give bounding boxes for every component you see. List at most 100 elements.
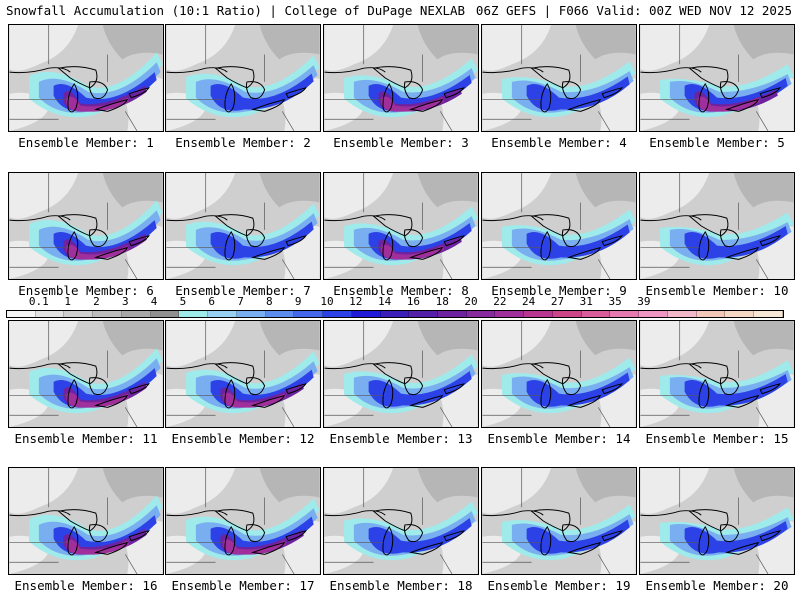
lake-erie-outline (566, 394, 601, 408)
colorbar-swatch (265, 311, 295, 317)
ensemble-panel: Ensemble Member: 5 (639, 24, 795, 150)
colorbar-tick-label: 16 (406, 295, 421, 308)
lake-erie-outline (724, 246, 759, 260)
snow-blue-area (684, 521, 788, 554)
lake-ontario-outline (759, 383, 781, 395)
lake-huron-outline (403, 377, 424, 396)
snowfall-map (165, 320, 321, 428)
us-canada-border (166, 67, 228, 74)
land-shade (482, 468, 552, 514)
state-borders (324, 321, 453, 427)
state-borders (9, 173, 138, 279)
ensemble-panel: Ensemble Member: 20 (639, 467, 795, 593)
snow-magenta-area (66, 96, 130, 112)
us-canada-border (166, 510, 228, 517)
colorbar-swatch (150, 311, 180, 317)
lake-michigan-outline (224, 525, 236, 556)
snow-blue-area (210, 369, 314, 407)
figure-title: Snowfall Accumulation (10:1 Ratio) | Col… (6, 3, 466, 18)
ensemble-panel: Ensemble Member: 17 (165, 467, 321, 593)
ensemble-panel: Ensemble Member: 4 (481, 24, 637, 150)
colorbar-swatch (380, 311, 410, 317)
ensemble-member-caption: Ensemble Member: 19 (487, 578, 631, 593)
ensemble-member-caption: Ensemble Member: 8 (333, 283, 469, 298)
lake-michigan-outline (540, 378, 552, 409)
lake-huron-outline (245, 524, 266, 543)
colorbar-tick-label: 1 (64, 295, 71, 308)
lake-ontario-outline (601, 87, 623, 99)
lake-erie-outline (93, 246, 128, 260)
snowfall-map (323, 172, 479, 280)
us-canada-border (640, 510, 702, 517)
colorbar-swatch (323, 311, 352, 317)
ensemble-panel: Ensemble Member: 8 (323, 172, 479, 298)
snow-blue-area (368, 371, 472, 407)
lake-huron-outline (245, 81, 266, 100)
snow-magenta-area (697, 96, 761, 112)
lake-ontario-outline (443, 530, 465, 542)
colorbar-tick-label: 20 (464, 295, 478, 308)
land-shade (9, 321, 79, 367)
lake-erie-outline (408, 541, 443, 555)
land-shade (417, 468, 478, 503)
colorbar-tick-label: 18 (435, 295, 449, 308)
us-canada-border (166, 215, 228, 222)
lake-michigan-outline (540, 230, 552, 261)
lake-erie-outline (250, 394, 285, 408)
ensemble-member-caption: Ensemble Member: 10 (645, 283, 789, 298)
snow-magenta-area (381, 244, 445, 260)
colorbar-swatch (208, 311, 237, 317)
colorbar-swatch (754, 311, 783, 317)
colorbar-swatch (409, 311, 439, 317)
us-canada-border (9, 363, 71, 370)
snowfall-map (639, 320, 795, 428)
land-shade (324, 321, 394, 367)
us-canada-border (324, 215, 386, 222)
colorbar-swatch (438, 311, 467, 317)
lake-erie-outline (724, 98, 759, 112)
lake-erie-outline (566, 98, 601, 112)
state-borders (324, 173, 453, 279)
ensemble-panel: Ensemble Member: 12 (165, 320, 321, 446)
lake-ontario-outline (759, 235, 781, 247)
ensemble-member-caption: Ensemble Member: 16 (14, 578, 158, 593)
state-borders (482, 468, 611, 574)
land-shade (166, 468, 236, 514)
lake-ontario-outline (128, 235, 150, 247)
ensemble-member-caption: Ensemble Member: 6 (18, 283, 154, 298)
snowfall-map (8, 467, 164, 575)
lake-ontario-outline (601, 530, 623, 542)
snowfall-map (165, 467, 321, 575)
ensemble-panel: Ensemble Member: 15 (639, 320, 795, 446)
colorbar-swatches (6, 310, 784, 318)
colorbar-swatch (93, 311, 122, 317)
lake-huron-outline (403, 524, 424, 543)
land-shade (482, 25, 552, 71)
snow-purple-area (220, 382, 304, 408)
lake-ontario-outline (285, 383, 307, 395)
us-canada-border (324, 510, 386, 517)
lake-ontario-outline (285, 235, 307, 247)
snowfall-map (481, 467, 637, 575)
lake-michigan-outline (698, 378, 710, 409)
colorbar-swatch (610, 311, 640, 317)
snowfall-map (323, 320, 479, 428)
lake-huron-outline (561, 229, 582, 248)
ensemble-panel: Ensemble Member: 9 (481, 172, 637, 298)
ensemble-member-caption: Ensemble Member: 9 (491, 283, 627, 298)
colorbar-tick-label: 5 (179, 295, 187, 308)
land-shade (102, 468, 163, 503)
snowfall-map (165, 172, 321, 280)
ensemble-member-caption: Ensemble Member: 18 (329, 578, 473, 593)
land-shade (482, 321, 552, 367)
land-shade (102, 25, 163, 60)
ensemble-member-caption: Ensemble Member: 4 (491, 135, 627, 150)
snow-blue-area (53, 72, 157, 111)
snow-blue-area (526, 519, 630, 554)
ensemble-member-caption: Ensemble Member: 2 (175, 135, 311, 150)
land-shade (417, 173, 478, 208)
colorbar-tick-label: 8 (266, 295, 273, 308)
lake-erie-outline (408, 246, 443, 260)
ensemble-panel: Ensemble Member: 1 (8, 24, 164, 150)
lake-erie-outline (250, 246, 285, 260)
